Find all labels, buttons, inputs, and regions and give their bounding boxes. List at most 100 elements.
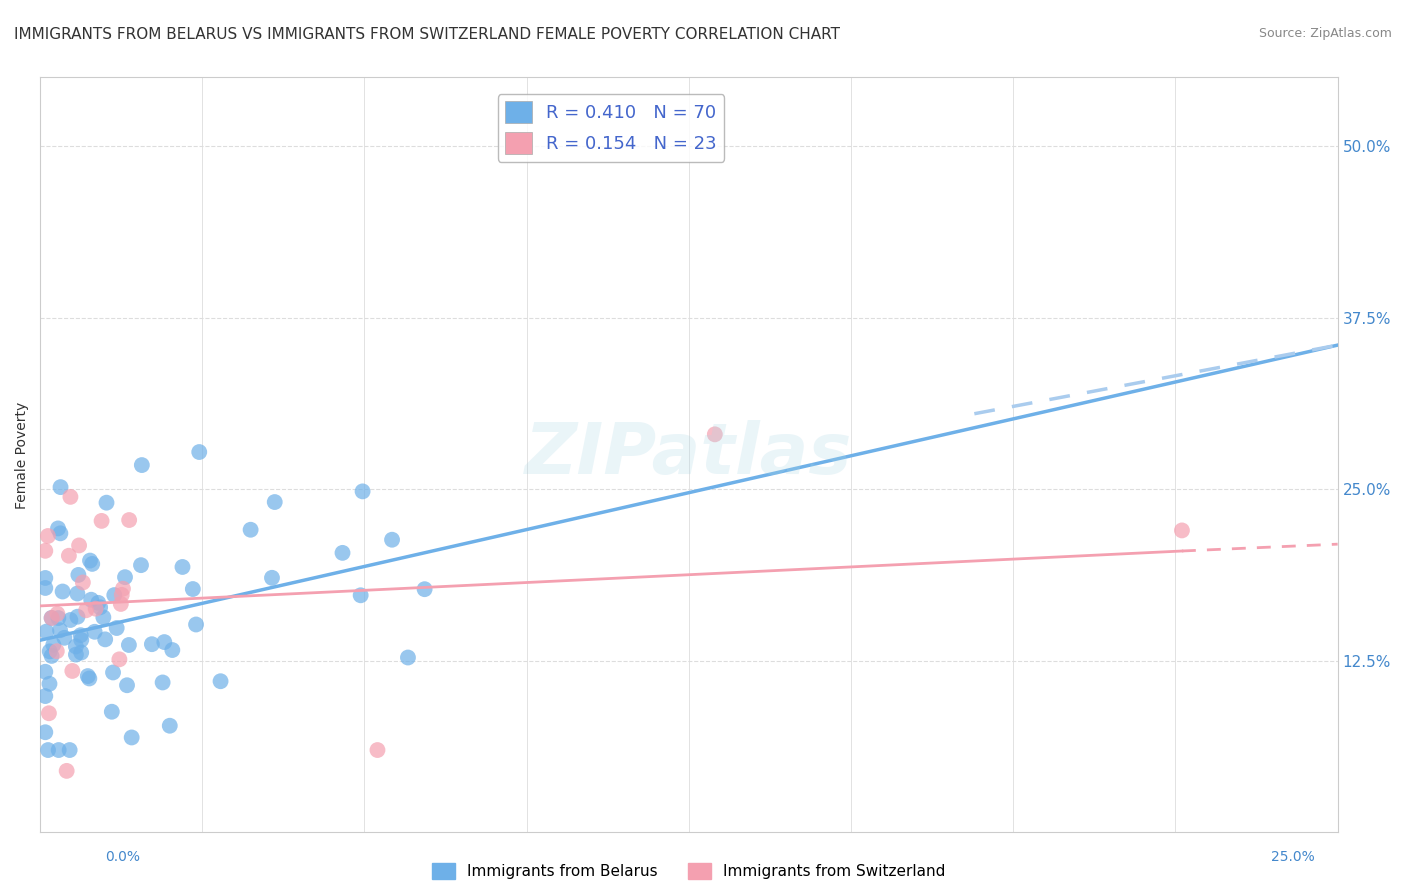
Point bbox=[350, 588, 373, 602]
Point bbox=[76, 669, 98, 683]
Point bbox=[46, 521, 69, 535]
Point bbox=[70, 646, 93, 660]
Point bbox=[260, 571, 283, 585]
Point bbox=[332, 546, 354, 560]
Point bbox=[52, 584, 75, 599]
Point bbox=[70, 632, 93, 647]
Point bbox=[131, 458, 153, 472]
Point bbox=[114, 570, 136, 584]
Point bbox=[37, 529, 59, 543]
Point bbox=[67, 568, 90, 582]
Point bbox=[59, 490, 82, 504]
Point bbox=[153, 635, 176, 649]
Point bbox=[129, 558, 152, 573]
Point bbox=[79, 553, 101, 567]
Point bbox=[66, 586, 89, 600]
Point bbox=[159, 719, 181, 733]
Point bbox=[66, 609, 89, 624]
Point bbox=[101, 665, 124, 680]
Point bbox=[60, 664, 83, 678]
Point bbox=[118, 638, 141, 652]
Point bbox=[45, 644, 67, 658]
Point bbox=[110, 597, 132, 611]
Point bbox=[58, 549, 80, 563]
Point bbox=[80, 592, 103, 607]
Text: IMMIGRANTS FROM BELARUS VS IMMIGRANTS FROM SWITZERLAND FEMALE POVERTY CORRELATIO: IMMIGRANTS FROM BELARUS VS IMMIGRANTS FR… bbox=[14, 27, 839, 42]
Point bbox=[413, 582, 436, 597]
Point bbox=[79, 672, 101, 686]
Point bbox=[118, 513, 141, 527]
Point bbox=[82, 557, 104, 571]
Point bbox=[352, 484, 374, 499]
Point bbox=[89, 600, 111, 615]
Point bbox=[181, 582, 204, 596]
Point bbox=[34, 581, 56, 595]
Point bbox=[35, 624, 58, 639]
Point bbox=[703, 427, 725, 442]
Point bbox=[94, 632, 117, 647]
Point bbox=[103, 588, 125, 602]
Point bbox=[55, 764, 77, 778]
Point bbox=[90, 514, 112, 528]
Point bbox=[38, 706, 60, 721]
Y-axis label: Female Poverty: Female Poverty bbox=[15, 401, 30, 508]
Legend: R = 0.410   N = 70, R = 0.154   N = 23: R = 0.410 N = 70, R = 0.154 N = 23 bbox=[498, 94, 724, 161]
Point bbox=[46, 611, 69, 625]
Point bbox=[34, 544, 56, 558]
Point bbox=[46, 607, 69, 621]
Point bbox=[105, 621, 128, 635]
Point bbox=[162, 643, 184, 657]
Point bbox=[172, 560, 194, 574]
Point bbox=[396, 650, 419, 665]
Point bbox=[48, 743, 70, 757]
Text: ZIPatlas: ZIPatlas bbox=[526, 420, 852, 490]
Point bbox=[38, 677, 60, 691]
Point bbox=[381, 533, 404, 547]
Point bbox=[263, 495, 285, 509]
Point bbox=[75, 603, 97, 617]
Point bbox=[34, 571, 56, 585]
Point bbox=[59, 743, 82, 757]
Point bbox=[59, 613, 82, 627]
Point bbox=[111, 582, 134, 596]
Point bbox=[49, 526, 72, 541]
Point bbox=[69, 628, 91, 642]
Point bbox=[49, 624, 72, 638]
Point bbox=[108, 652, 131, 666]
Point bbox=[141, 637, 163, 651]
Point bbox=[111, 588, 134, 602]
Point bbox=[42, 638, 65, 652]
Point bbox=[41, 611, 63, 625]
Text: 25.0%: 25.0% bbox=[1271, 850, 1315, 863]
Point bbox=[34, 725, 56, 739]
Point bbox=[101, 705, 124, 719]
Point bbox=[184, 617, 207, 632]
Text: 0.0%: 0.0% bbox=[105, 850, 141, 863]
Point bbox=[65, 640, 87, 654]
Point bbox=[38, 644, 60, 658]
Point bbox=[366, 743, 388, 757]
Point bbox=[152, 675, 174, 690]
Point bbox=[87, 596, 110, 610]
Point bbox=[53, 631, 76, 645]
Point bbox=[239, 523, 262, 537]
Point bbox=[34, 689, 56, 703]
Text: Source: ZipAtlas.com: Source: ZipAtlas.com bbox=[1258, 27, 1392, 40]
Point bbox=[72, 575, 94, 590]
Point bbox=[84, 601, 107, 615]
Point bbox=[65, 648, 87, 662]
Point bbox=[121, 731, 143, 745]
Point bbox=[41, 611, 63, 625]
Point bbox=[67, 538, 90, 552]
Point bbox=[115, 678, 138, 692]
Point bbox=[188, 445, 211, 459]
Point bbox=[96, 496, 118, 510]
Point bbox=[209, 674, 232, 689]
Point bbox=[49, 480, 72, 494]
Point bbox=[93, 610, 115, 624]
Point bbox=[1171, 524, 1194, 538]
Point bbox=[37, 743, 59, 757]
Point bbox=[41, 648, 63, 663]
Point bbox=[83, 624, 105, 639]
Point bbox=[34, 665, 56, 679]
